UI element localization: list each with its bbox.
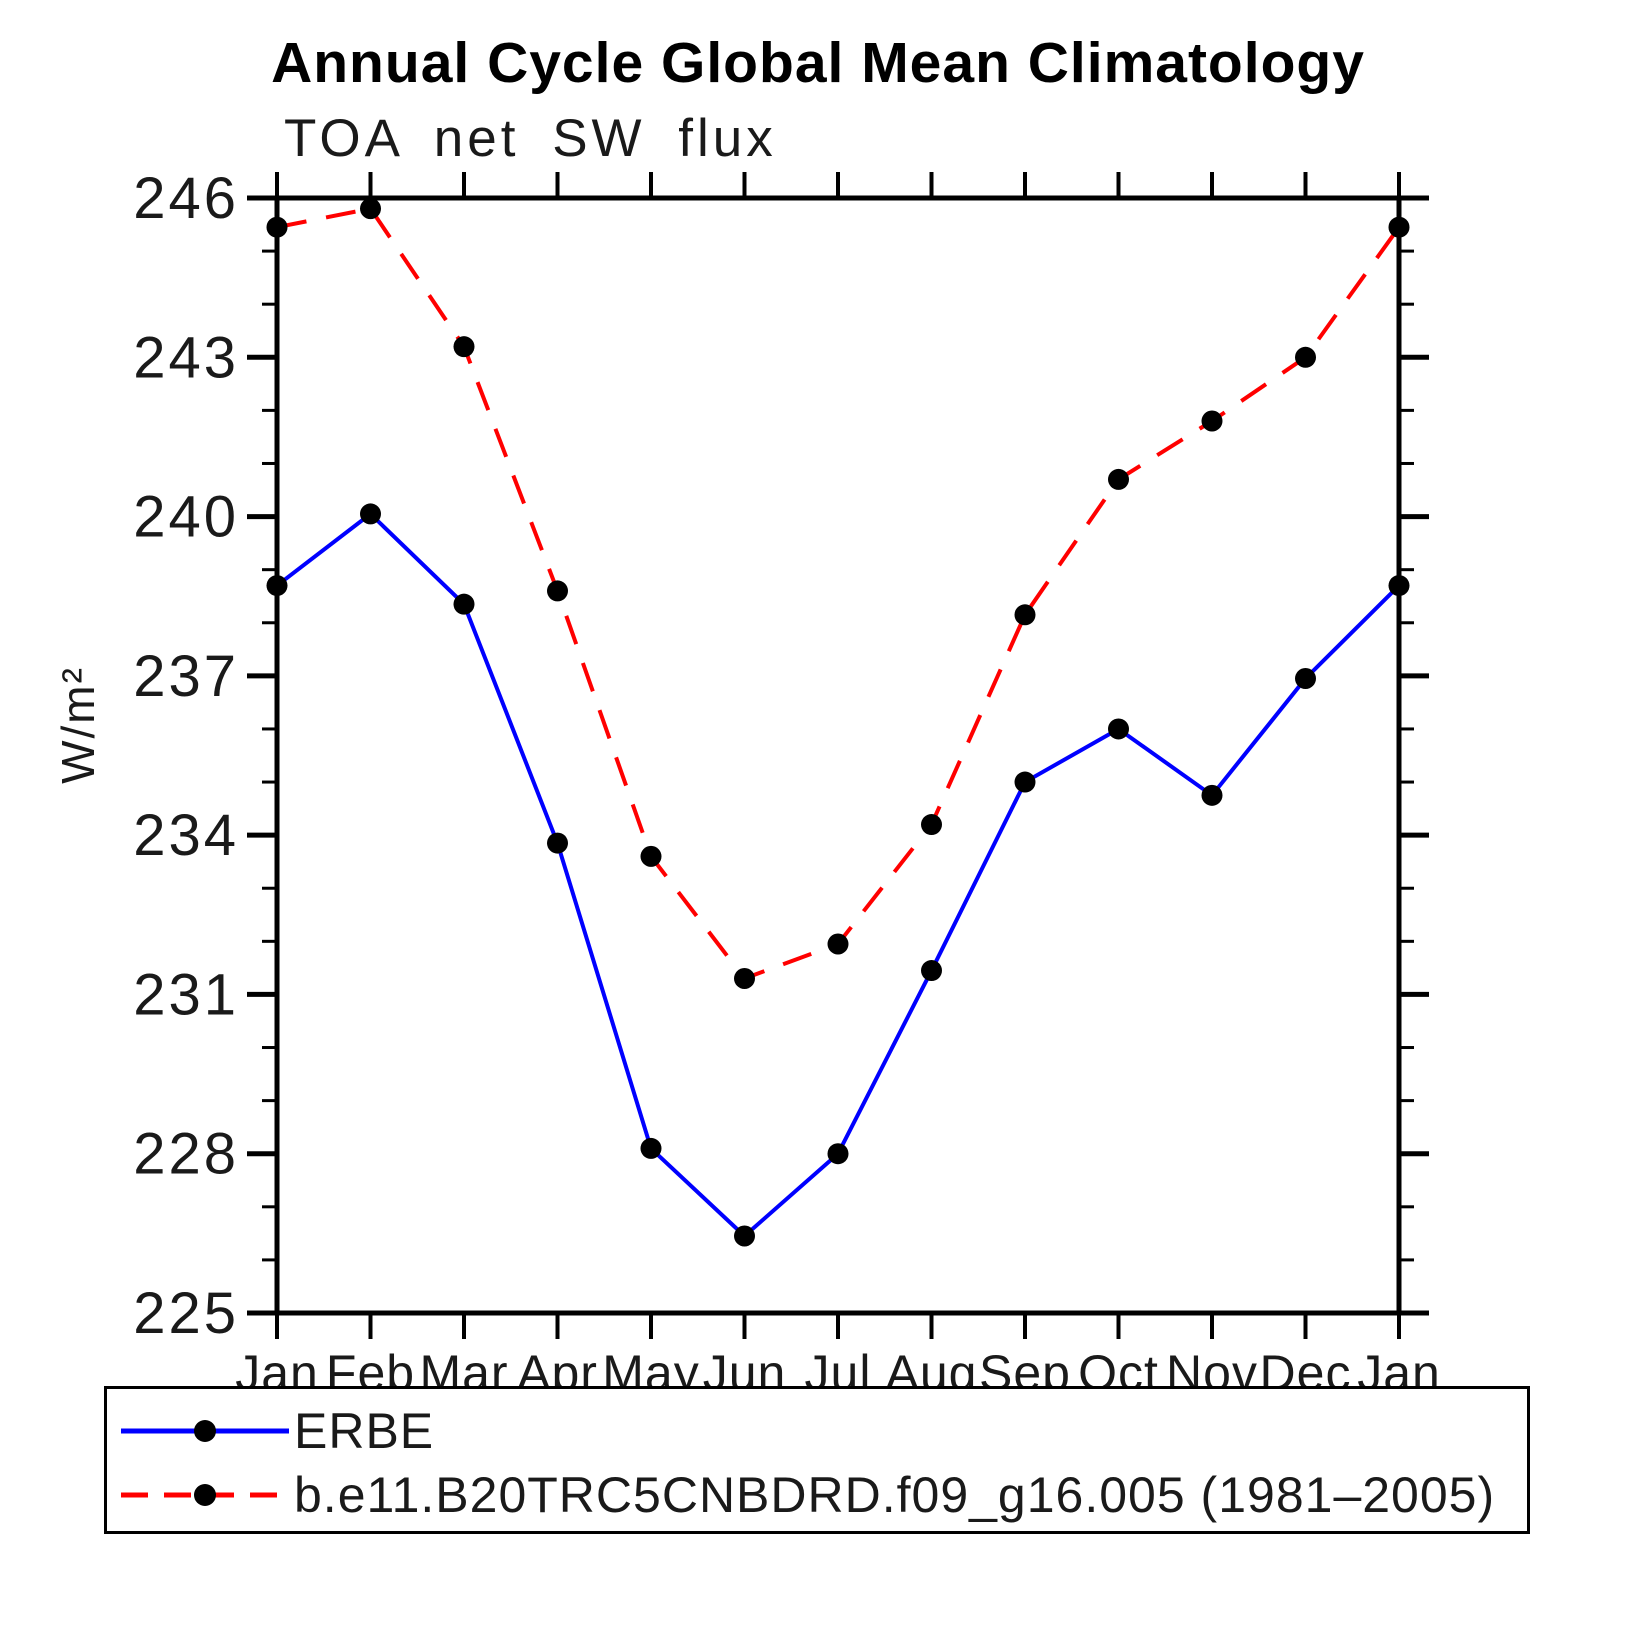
data-point-marker xyxy=(921,960,942,982)
series-line-1 xyxy=(276,206,1401,981)
data-point-marker xyxy=(1295,346,1316,368)
legend-line-sample-dashed xyxy=(121,1484,289,1506)
data-point-marker xyxy=(360,503,381,525)
legend-entry-erbe: ERBE xyxy=(119,1403,434,1459)
data-point-marker xyxy=(1295,668,1316,690)
legend-label-erbe: ERBE xyxy=(294,1403,435,1459)
data-point-marker xyxy=(1388,216,1410,238)
y-tick-label: 225 xyxy=(133,1281,239,1346)
y-tick-label: 231 xyxy=(133,962,239,1027)
chart-title: Annual Cycle Global Mean Climatology xyxy=(271,31,1365,95)
y-tick-label: 243 xyxy=(133,325,239,390)
data-point-marker xyxy=(1201,410,1223,432)
data-point-marker xyxy=(1201,784,1223,806)
legend-entry-model: b.e11.B20TRC5CNBDRD.f09_g16.005 (1981–20… xyxy=(119,1467,1495,1523)
data-point-marker xyxy=(1014,771,1036,793)
data-point-marker xyxy=(640,1137,662,1159)
legend-line-sample-solid xyxy=(121,1420,289,1442)
legend-box: ERBE b.e11.B20TRC5CNBDRD.f09_g16.005 (19… xyxy=(104,1386,1530,1534)
data-point-marker xyxy=(453,593,475,615)
data-point-marker xyxy=(360,198,381,220)
data-point-marker xyxy=(1108,718,1129,740)
data-point-marker xyxy=(547,832,568,854)
data-point-marker xyxy=(1014,604,1036,626)
data-point-marker xyxy=(827,1143,849,1165)
data-point-marker xyxy=(453,336,475,358)
legend-label-model: b.e11.B20TRC5CNBDRD.f09_g16.005 (1981–20… xyxy=(294,1467,1496,1523)
data-point-marker xyxy=(734,1225,755,1247)
y-axis-title: W/m² xyxy=(52,666,104,784)
y-tick-label: 234 xyxy=(133,803,239,868)
data-point-marker xyxy=(640,845,662,867)
data-point-marker xyxy=(1388,575,1410,597)
data-point-marker xyxy=(266,216,288,238)
data-point-marker xyxy=(266,575,288,597)
data-point-marker xyxy=(827,933,849,955)
y-tick-label: 240 xyxy=(133,485,239,550)
y-tick-label: 246 xyxy=(133,166,239,231)
plot-frame xyxy=(274,195,1402,1316)
series-line-0 xyxy=(275,511,1401,1239)
chart-subtitle: TOA net SW flux xyxy=(284,109,777,168)
data-point-marker xyxy=(921,814,942,836)
data-point-marker xyxy=(734,968,755,989)
y-tick-label: 228 xyxy=(133,1122,239,1187)
data-point-marker xyxy=(547,580,568,602)
y-tick-label: 237 xyxy=(133,644,239,709)
data-point-marker xyxy=(1108,468,1129,490)
